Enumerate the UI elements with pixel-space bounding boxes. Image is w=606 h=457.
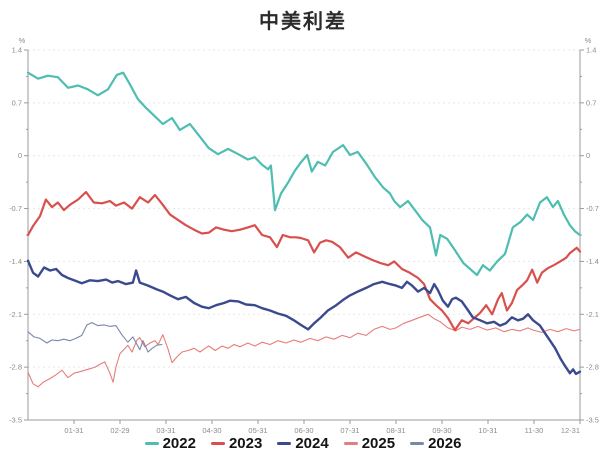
x-axis-tick-label: 11-30 bbox=[525, 426, 544, 435]
y-axis-tick-label-left: 1.4 bbox=[12, 46, 22, 55]
legend-item-2022[interactable]: 2022 bbox=[144, 434, 196, 452]
y-axis-tick-label-left: -2.8 bbox=[9, 363, 22, 372]
legend-label-2025: 2025 bbox=[361, 434, 396, 452]
y-axis-tick-label-right: 1.4 bbox=[586, 46, 596, 55]
x-axis-tick-label: 05-31 bbox=[248, 426, 267, 435]
legend-label-2022: 2022 bbox=[162, 434, 196, 452]
chart-title: 中美利差 bbox=[259, 11, 347, 33]
legend-marker-2022 bbox=[144, 441, 159, 445]
legend-item-2026[interactable]: 2026 bbox=[410, 435, 461, 452]
y-axis-tick-label-right: -3.5 bbox=[586, 416, 599, 425]
y-axis-tick-label-right: -2.1 bbox=[586, 310, 599, 319]
legend-marker-2023 bbox=[210, 441, 225, 445]
x-axis-tick-label: 04-30 bbox=[202, 426, 221, 435]
x-axis-tick-label: 01-31 bbox=[64, 426, 83, 435]
series-line-2023[interactable] bbox=[26, 190, 582, 332]
legend-marker-2025 bbox=[343, 441, 358, 445]
y-axis-tick-label-left: 0 bbox=[18, 151, 22, 160]
y-axis-tick-label-left: 0.7 bbox=[12, 98, 22, 107]
y-axis-tick-label-left: -3.5 bbox=[9, 416, 22, 425]
x-axis-tick-label: 09-30 bbox=[432, 426, 451, 435]
x-axis-tick-label: 08-31 bbox=[386, 426, 405, 435]
x-axis-tick-label: 07-31 bbox=[340, 426, 359, 435]
x-axis-tick-label: 10-31 bbox=[478, 426, 497, 435]
legend-label-2024: 2024 bbox=[295, 434, 329, 452]
y-axis-tick-label-right: 0 bbox=[586, 151, 590, 160]
y-axis-tick-label-right: -1.4 bbox=[586, 257, 599, 266]
y-axis-tick-label-left: -1.4 bbox=[9, 257, 22, 266]
series-line-2024[interactable] bbox=[26, 259, 582, 376]
legend-item-2025[interactable]: 2025 bbox=[343, 434, 396, 452]
x-axis-tick-label: 02-29 bbox=[110, 426, 129, 435]
y-axis-unit-right: % bbox=[585, 36, 592, 45]
series-line-2026[interactable] bbox=[27, 322, 163, 353]
y-axis-tick-label-left: -2.1 bbox=[9, 310, 22, 319]
x-axis-tick-label: 06-30 bbox=[294, 426, 313, 435]
series-line-2025[interactable] bbox=[27, 313, 581, 388]
legend-label-2023: 2023 bbox=[228, 434, 263, 452]
y-axis-tick-label-right: 0.7 bbox=[586, 98, 596, 107]
legend-item-2023[interactable]: 2023 bbox=[210, 434, 263, 452]
x-axis-tick-label: 03-31 bbox=[156, 426, 175, 435]
y-axis-tick-label-right: -2.8 bbox=[586, 363, 599, 372]
y-axis-unit-left: % bbox=[19, 36, 26, 45]
legend-label-2026: 2026 bbox=[428, 434, 462, 452]
x-axis-tick-label: 12-31 bbox=[561, 426, 580, 435]
legend-marker-2026 bbox=[410, 441, 425, 445]
y-axis-tick-label-right: -0.7 bbox=[586, 204, 599, 213]
series-line-2022[interactable] bbox=[26, 71, 582, 277]
legend-marker-2024 bbox=[277, 441, 292, 445]
y-axis-tick-label-left: -0.7 bbox=[9, 204, 22, 213]
chart-legend: 2022 2023 2024 2025 2026 bbox=[0, 432, 606, 454]
legend-item-2024[interactable]: 2024 bbox=[277, 434, 329, 452]
